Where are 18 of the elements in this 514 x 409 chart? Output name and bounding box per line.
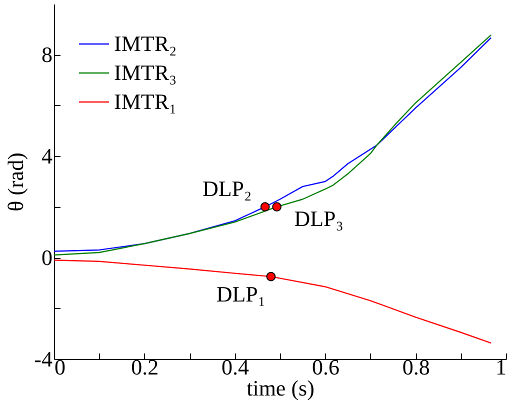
y-tick-label: 0 xyxy=(42,245,52,270)
x-tick-label: 0.8 xyxy=(402,354,430,380)
x-tick-label: 0.4 xyxy=(222,354,250,380)
annotation: DLP₂ xyxy=(202,176,252,201)
legend-label: IMTR₃ xyxy=(114,60,177,85)
y-axis-title: θ (rad) xyxy=(3,152,28,212)
x-axis-title: time (s) xyxy=(246,376,314,400)
line-series xyxy=(54,260,492,344)
legend-label: IMTR₂ xyxy=(114,31,177,56)
y-tick-label: 4 xyxy=(42,144,52,169)
y-tick-label: -4 xyxy=(34,346,52,372)
annotation: DLP₃ xyxy=(294,206,344,231)
legend-label: IMTR₁ xyxy=(114,89,177,114)
annotation: DLP₁ xyxy=(216,282,266,307)
x-tick-label: 0.6 xyxy=(312,354,340,380)
x-tick-label: 0.2 xyxy=(131,354,159,380)
y-tick-label: 8 xyxy=(42,42,52,68)
x-tick-label: 1 xyxy=(496,354,506,380)
